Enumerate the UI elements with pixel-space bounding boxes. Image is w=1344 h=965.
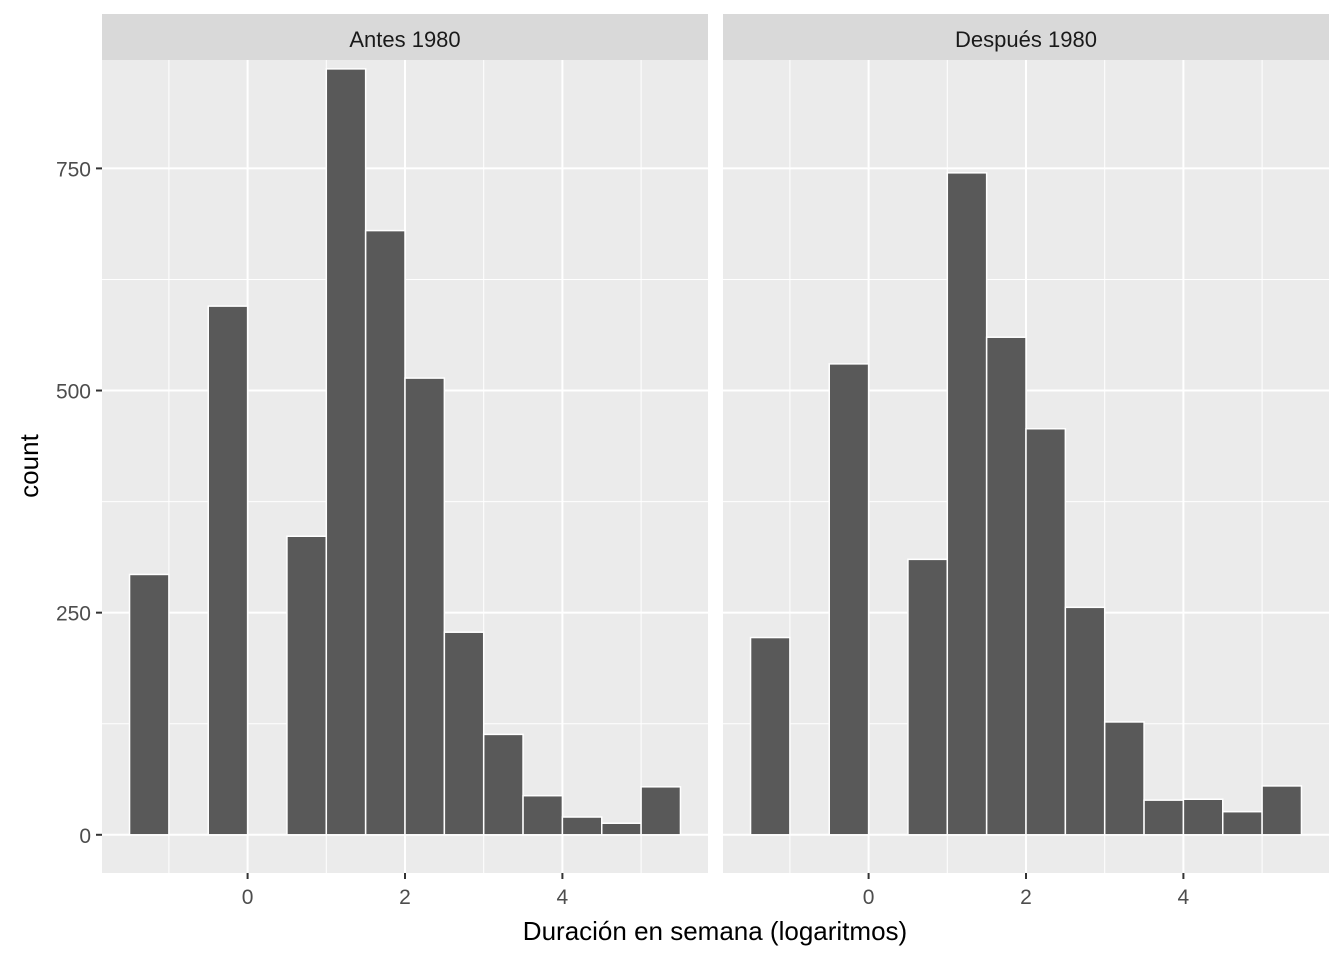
y-axis-title: count xyxy=(14,433,44,497)
facet-strip-label: Antes 1980 xyxy=(349,27,460,52)
x-tick-label: 0 xyxy=(863,886,875,909)
histogram-bar xyxy=(1222,810,1263,836)
facet-strip xyxy=(102,14,708,60)
histogram-bar xyxy=(482,733,524,836)
histogram-bar xyxy=(128,573,170,836)
x-tick-label: 4 xyxy=(1178,886,1190,909)
histogram-bar xyxy=(601,822,642,836)
x-axis-title: Duración en semana (logaritmos) xyxy=(523,916,907,946)
y-tick-label: 0 xyxy=(79,825,91,848)
facet-panel: Después 1980 0 2 4 xyxy=(723,14,1329,909)
histogram-bar xyxy=(946,172,988,836)
histogram-bar xyxy=(1064,606,1106,836)
y-tick-label: 500 xyxy=(56,381,91,404)
histogram-bar xyxy=(985,336,1027,836)
histogram-bar xyxy=(561,816,603,836)
histogram-bar xyxy=(1261,785,1303,836)
histogram-bar xyxy=(522,794,564,836)
facet-panel: Antes 1980 0 2 4 xyxy=(102,14,708,909)
histogram-bar xyxy=(443,631,485,836)
histogram-bar xyxy=(404,377,446,836)
histogram-bar xyxy=(325,68,367,836)
histogram-bar xyxy=(907,558,949,836)
panels-layer: Antes 1980 0 2 4 Después 1980 0 2 4 xyxy=(102,14,1329,909)
x-tick-label: 4 xyxy=(557,886,569,909)
facet-strip-label: Después 1980 xyxy=(955,27,1097,52)
histogram-bar xyxy=(828,363,870,836)
facet-strip xyxy=(723,14,1329,60)
histogram-bar xyxy=(364,229,406,836)
histogram-bar xyxy=(1182,798,1224,836)
y-axis: 0 250 500 750 xyxy=(56,158,102,848)
histogram-bar xyxy=(640,786,682,836)
y-tick-label: 250 xyxy=(56,603,91,626)
histogram-bar xyxy=(207,305,249,836)
x-tick-label: 0 xyxy=(242,886,254,909)
histogram-bar xyxy=(749,636,791,836)
histogram-bar xyxy=(1103,721,1145,836)
x-tick-label: 2 xyxy=(399,886,411,909)
histogram-bar xyxy=(286,535,328,836)
y-tick-label: 750 xyxy=(56,158,91,181)
histogram-bar xyxy=(1025,427,1067,836)
x-tick-label: 2 xyxy=(1020,886,1032,909)
histogram-bar xyxy=(1143,799,1185,836)
